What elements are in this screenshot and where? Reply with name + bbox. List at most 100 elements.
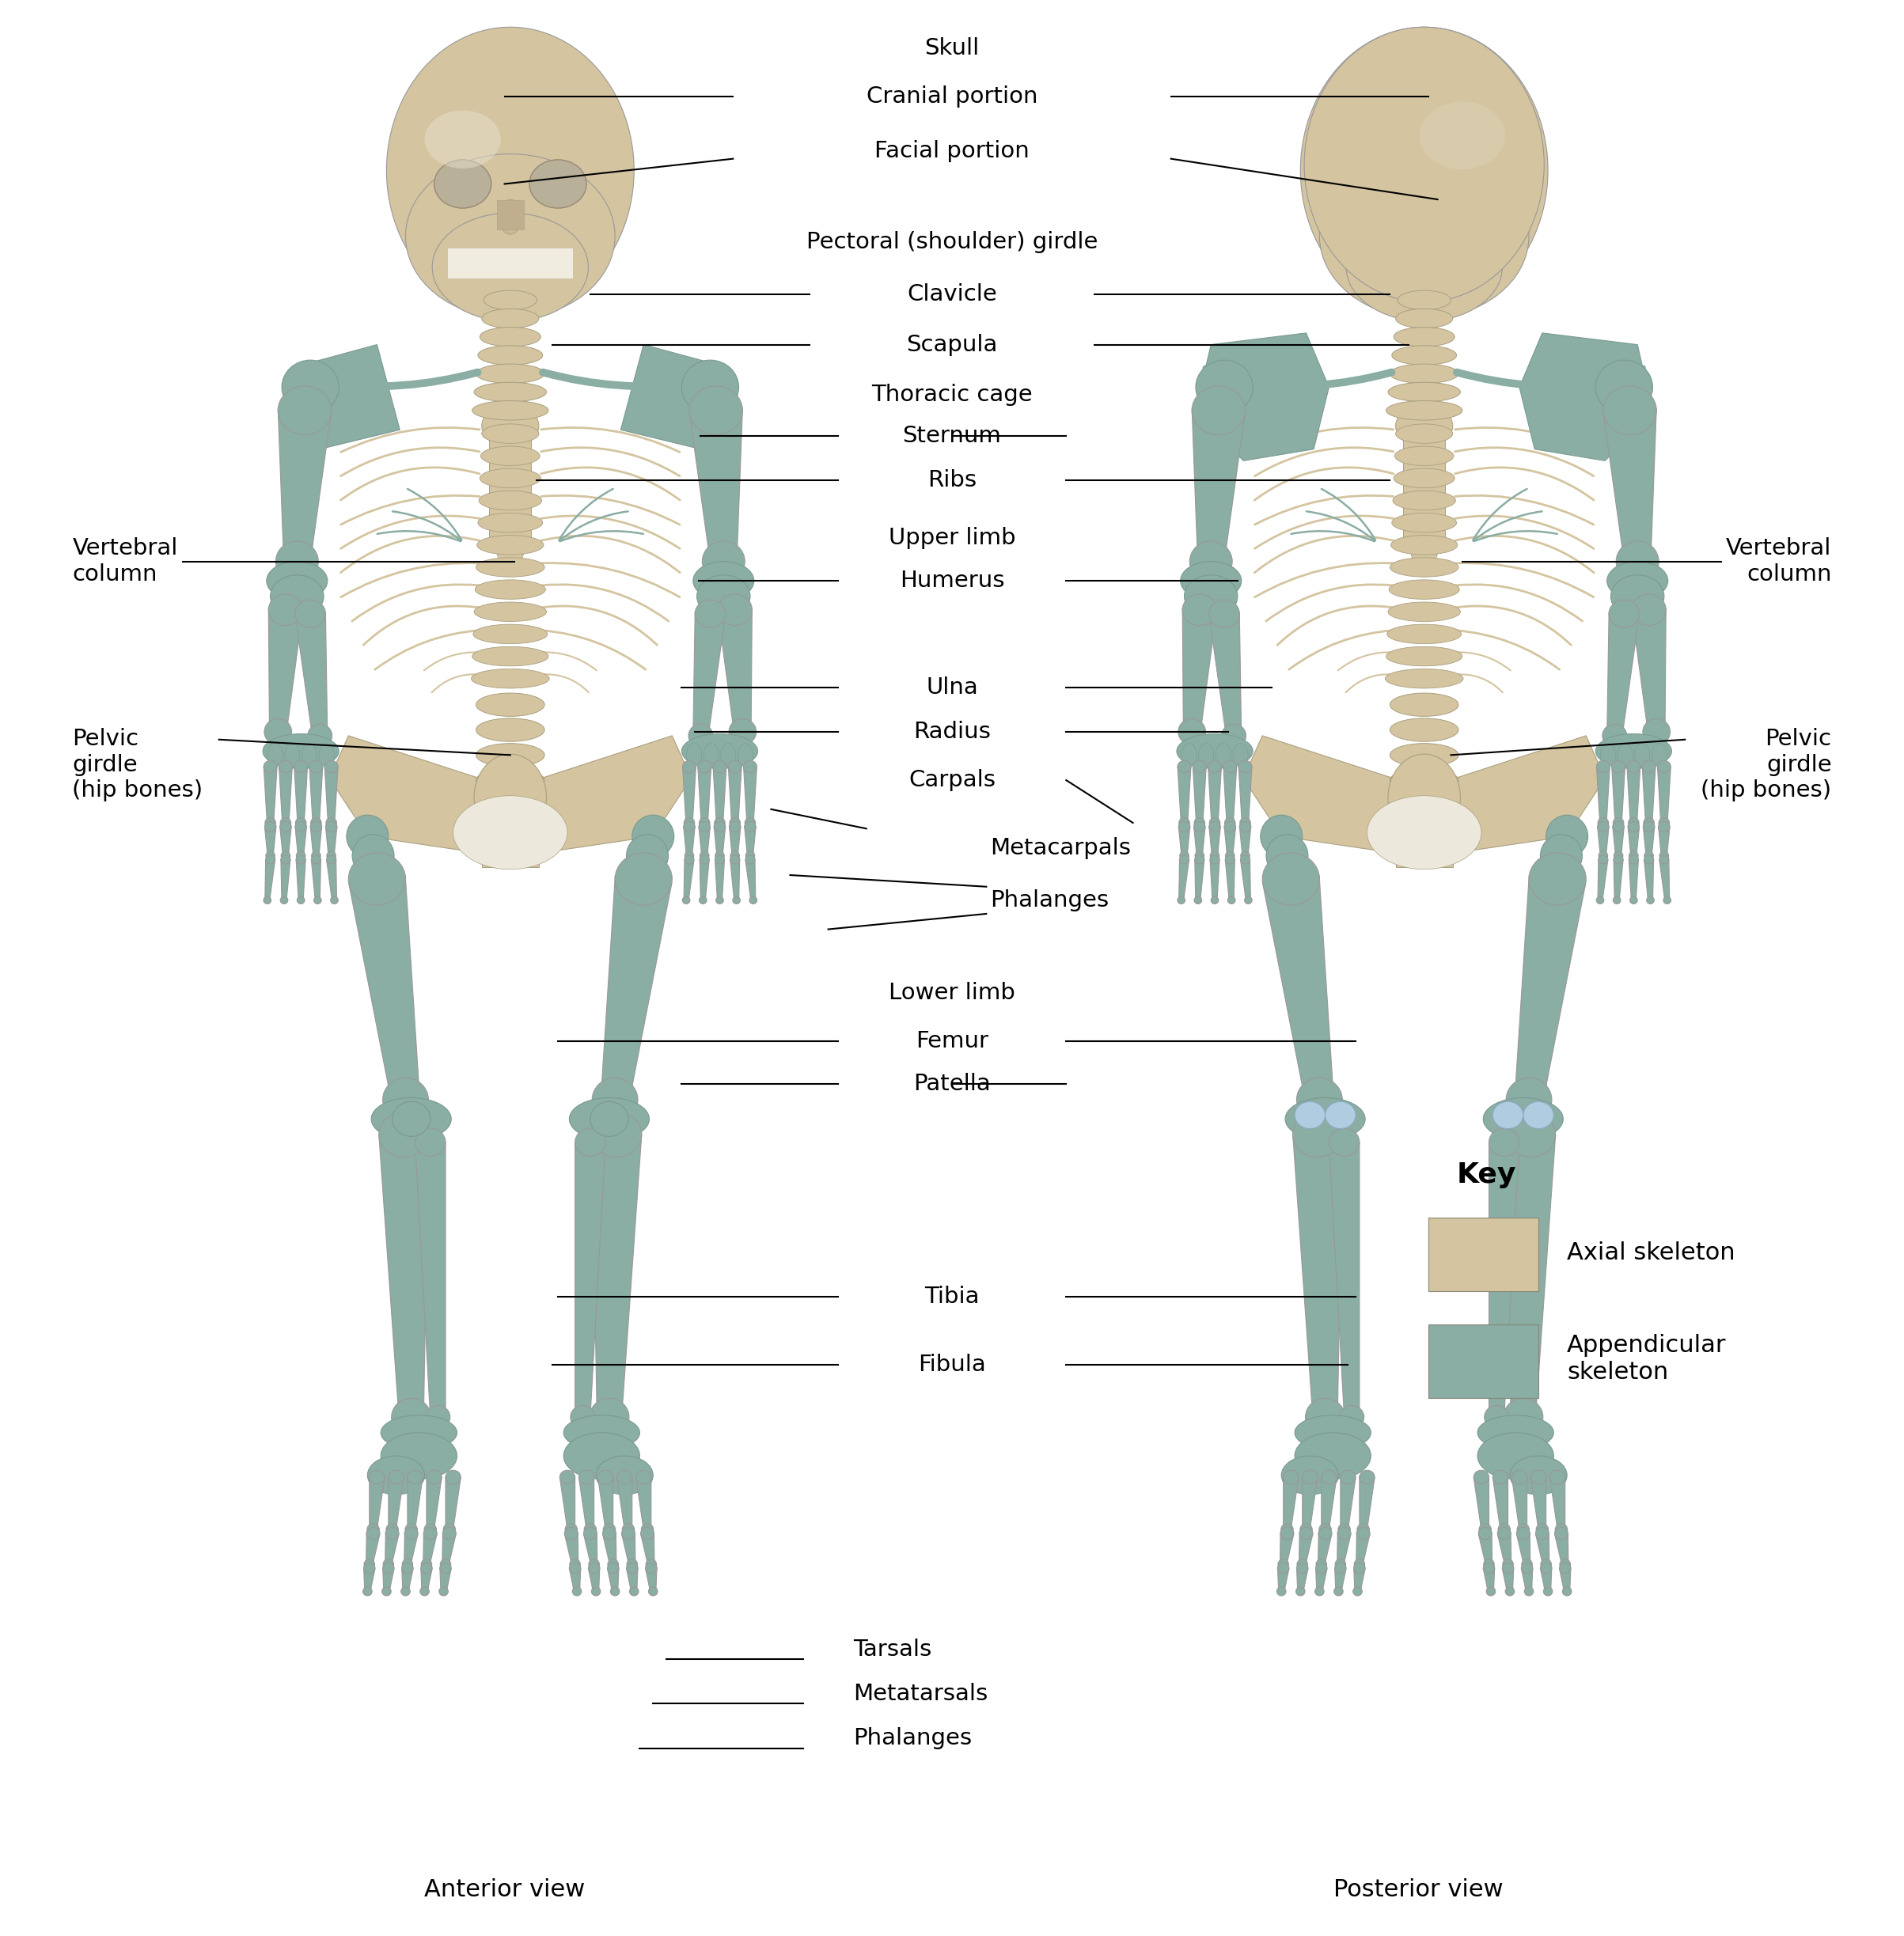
Ellipse shape xyxy=(1316,1562,1327,1574)
Polygon shape xyxy=(379,1134,428,1417)
Ellipse shape xyxy=(1196,360,1253,414)
Ellipse shape xyxy=(1321,1469,1337,1485)
Ellipse shape xyxy=(276,540,318,583)
Ellipse shape xyxy=(1556,1524,1567,1535)
Polygon shape xyxy=(623,1533,636,1564)
Ellipse shape xyxy=(588,1558,600,1570)
Ellipse shape xyxy=(1196,856,1205,863)
Text: Thoracic cage: Thoracic cage xyxy=(872,383,1032,407)
Text: Vertebral
column: Vertebral column xyxy=(72,538,177,585)
Polygon shape xyxy=(286,345,400,449)
Text: Phalanges: Phalanges xyxy=(853,1727,971,1750)
Ellipse shape xyxy=(1596,360,1653,414)
Ellipse shape xyxy=(263,734,339,769)
Polygon shape xyxy=(1226,860,1234,900)
Polygon shape xyxy=(1196,333,1329,461)
Ellipse shape xyxy=(387,27,634,314)
Ellipse shape xyxy=(615,852,672,904)
Ellipse shape xyxy=(617,1469,632,1485)
Ellipse shape xyxy=(267,856,276,863)
Text: Skull: Skull xyxy=(925,37,979,60)
Ellipse shape xyxy=(1658,761,1672,772)
Ellipse shape xyxy=(1537,1524,1548,1535)
Polygon shape xyxy=(442,1533,455,1564)
Ellipse shape xyxy=(364,1562,375,1574)
Ellipse shape xyxy=(1396,447,1455,465)
Ellipse shape xyxy=(1628,821,1639,832)
Ellipse shape xyxy=(476,743,545,767)
Ellipse shape xyxy=(1241,856,1251,863)
Polygon shape xyxy=(598,1477,613,1529)
Ellipse shape xyxy=(1207,761,1222,772)
Ellipse shape xyxy=(1643,821,1655,832)
Polygon shape xyxy=(604,1533,617,1564)
Ellipse shape xyxy=(1616,540,1658,583)
Polygon shape xyxy=(446,1477,461,1529)
Ellipse shape xyxy=(1489,1129,1519,1156)
Ellipse shape xyxy=(1194,821,1205,832)
Polygon shape xyxy=(1658,827,1670,856)
Polygon shape xyxy=(1628,827,1639,856)
Ellipse shape xyxy=(476,693,545,716)
Ellipse shape xyxy=(1241,852,1249,860)
Polygon shape xyxy=(265,827,276,856)
Ellipse shape xyxy=(442,1528,457,1539)
Ellipse shape xyxy=(472,623,548,643)
Ellipse shape xyxy=(588,1562,600,1574)
Ellipse shape xyxy=(1599,743,1615,767)
Polygon shape xyxy=(1297,1568,1308,1591)
Polygon shape xyxy=(407,1477,423,1529)
Ellipse shape xyxy=(1215,743,1230,767)
Ellipse shape xyxy=(476,536,545,554)
Ellipse shape xyxy=(278,385,331,436)
Ellipse shape xyxy=(425,110,501,168)
Polygon shape xyxy=(1209,767,1222,823)
Ellipse shape xyxy=(268,594,303,625)
Ellipse shape xyxy=(607,1562,619,1574)
Ellipse shape xyxy=(1630,896,1637,904)
Ellipse shape xyxy=(1506,1078,1552,1121)
Ellipse shape xyxy=(750,896,758,904)
Ellipse shape xyxy=(1358,1524,1369,1535)
Ellipse shape xyxy=(383,1588,390,1595)
Ellipse shape xyxy=(682,734,758,769)
Ellipse shape xyxy=(585,1524,596,1535)
Polygon shape xyxy=(1630,860,1637,900)
Polygon shape xyxy=(1498,1533,1512,1564)
Ellipse shape xyxy=(383,1078,428,1121)
Ellipse shape xyxy=(312,852,320,860)
Ellipse shape xyxy=(573,1588,581,1595)
Ellipse shape xyxy=(731,856,739,863)
Ellipse shape xyxy=(1521,1562,1533,1574)
Polygon shape xyxy=(1626,767,1639,823)
Ellipse shape xyxy=(626,834,668,877)
Polygon shape xyxy=(404,1533,417,1564)
Ellipse shape xyxy=(1196,852,1203,860)
Polygon shape xyxy=(421,1568,432,1591)
Ellipse shape xyxy=(426,1406,449,1429)
Ellipse shape xyxy=(1177,896,1184,904)
Polygon shape xyxy=(265,860,274,900)
Ellipse shape xyxy=(569,1098,649,1140)
Ellipse shape xyxy=(565,1524,577,1535)
Polygon shape xyxy=(1209,612,1241,736)
Ellipse shape xyxy=(716,896,724,904)
Polygon shape xyxy=(1329,1142,1359,1417)
Ellipse shape xyxy=(621,1528,636,1539)
Polygon shape xyxy=(1192,767,1207,823)
Ellipse shape xyxy=(1211,856,1220,863)
Ellipse shape xyxy=(474,383,546,401)
Polygon shape xyxy=(295,612,327,736)
Ellipse shape xyxy=(602,1528,617,1539)
Ellipse shape xyxy=(1487,1588,1495,1595)
Ellipse shape xyxy=(746,852,754,860)
Polygon shape xyxy=(697,767,712,823)
Ellipse shape xyxy=(476,581,545,600)
Bar xyxy=(1396,829,1453,867)
Ellipse shape xyxy=(1483,1562,1495,1574)
Text: Tarsals: Tarsals xyxy=(853,1638,931,1661)
Ellipse shape xyxy=(682,761,697,772)
Ellipse shape xyxy=(364,1558,375,1570)
Ellipse shape xyxy=(746,856,754,863)
Ellipse shape xyxy=(1262,852,1319,904)
